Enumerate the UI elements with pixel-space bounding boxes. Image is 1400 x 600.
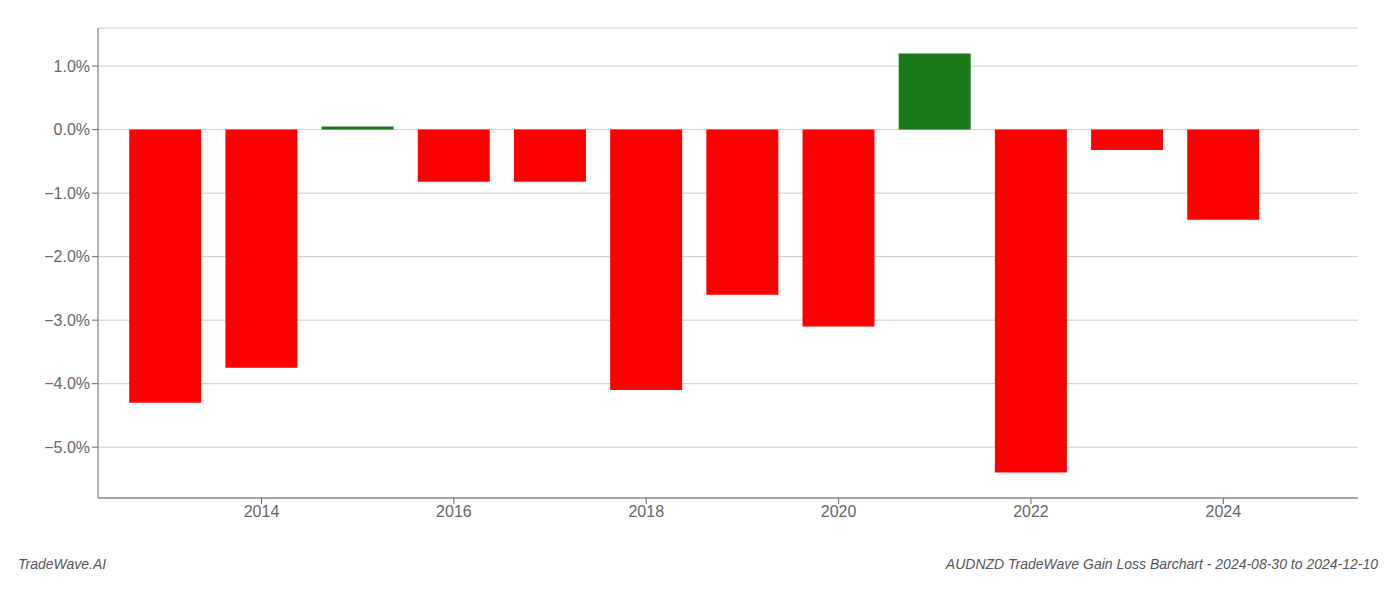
- svg-text:−2.0%: −2.0%: [44, 248, 90, 265]
- svg-text:−4.0%: −4.0%: [44, 375, 90, 392]
- svg-text:1.0%: 1.0%: [54, 58, 90, 75]
- svg-text:−3.0%: −3.0%: [44, 312, 90, 329]
- svg-text:−5.0%: −5.0%: [44, 439, 90, 456]
- svg-text:2014: 2014: [244, 503, 280, 520]
- svg-text:2018: 2018: [628, 503, 664, 520]
- svg-text:2020: 2020: [821, 503, 857, 520]
- svg-text:0.0%: 0.0%: [54, 121, 90, 138]
- html-text:AUDNZD TradeWave Gain Loss Bar: AUDNZD TradeWave Gain Loss Barchart - 20…: [945, 556, 1378, 572]
- svg-text:−1.0%: −1.0%: [44, 185, 90, 202]
- svg-text:2022: 2022: [1013, 503, 1049, 520]
- svg-text:2016: 2016: [436, 503, 472, 520]
- svg-text:2024: 2024: [1206, 503, 1242, 520]
- html-text:TradeWave.AI: TradeWave.AI: [18, 556, 107, 572]
